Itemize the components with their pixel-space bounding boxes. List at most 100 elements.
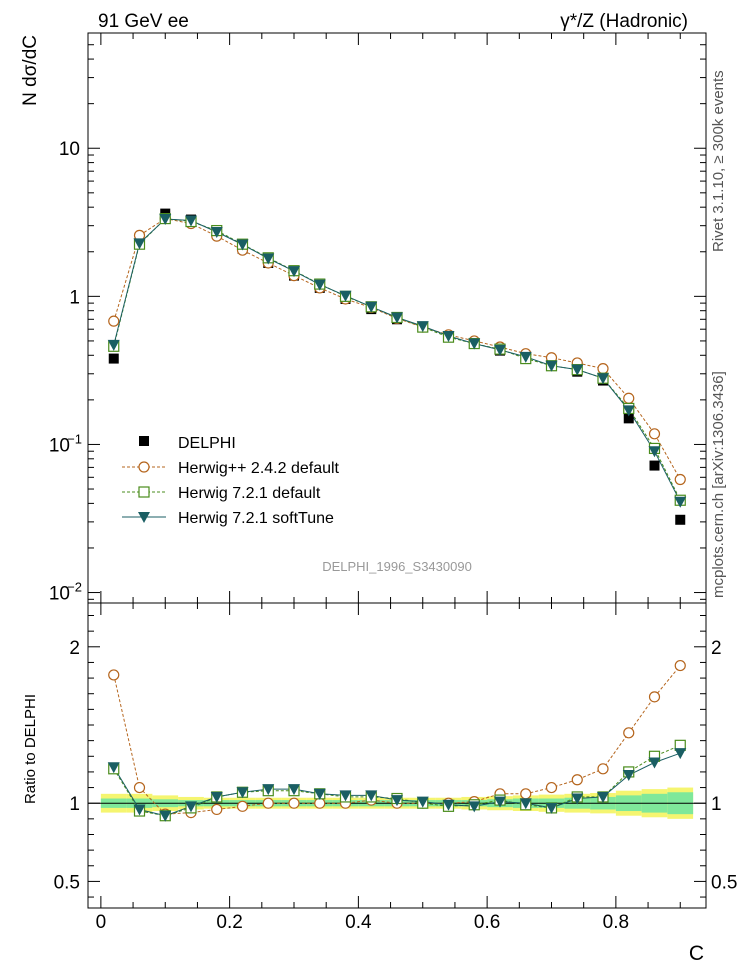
ratio-point-softtune: [288, 784, 300, 796]
ratio-point-softtune: [262, 784, 275, 796]
main-ylabel: N dσ/dC: [20, 35, 41, 106]
legend: DELPHI Herwig++ 2.4.2 default Herwig 7.2…: [122, 435, 340, 527]
main-point-softtune: [571, 364, 584, 376]
x-tick-label: 0.4: [345, 912, 372, 933]
main-point-softtune: [236, 239, 249, 251]
ratio-point-softtune: [339, 790, 352, 802]
legend-label-softtune: Herwig 7.2.1 softTune: [178, 510, 334, 527]
ratio-point-softtune: [571, 793, 584, 805]
x-tick-label: 0: [96, 912, 107, 933]
main-series-line-herwig721: [113, 218, 681, 501]
main-point-softtune: [185, 215, 197, 227]
main-series-line-herwigpp: [113, 218, 681, 480]
main-point-softtune: [648, 446, 661, 458]
ratio-y-tick-label: 2: [69, 638, 80, 659]
ratio-point-softtune: [622, 770, 635, 782]
ratio-point-softtune: [159, 810, 172, 822]
main-y-tick-label: 10: [59, 139, 80, 160]
legend-label-herwig721: Herwig 7.2.1 default: [178, 485, 321, 502]
ratio-point-herwigpp: [520, 788, 532, 800]
main-point-softtune: [468, 338, 481, 350]
x-tick-label: 0.8: [603, 912, 629, 933]
ratio-series-line-herwigpp: [113, 665, 681, 815]
main-point-softtune: [313, 279, 326, 291]
main-y-tick-label: 10: [49, 435, 70, 456]
main-y-tick-label: 10: [49, 584, 70, 605]
ratio-point-herwigpp: [236, 800, 249, 812]
legend-marker-herwig721: [138, 486, 150, 498]
header-left: 91 GeV ee: [98, 11, 189, 32]
ratio-point-softtune: [468, 801, 481, 813]
main-y-tick-exponent: −2: [67, 580, 82, 595]
ratio-point-herwigpp: [571, 774, 583, 786]
main-point-softtune: [442, 330, 455, 342]
main-point-softtune: [391, 312, 403, 324]
ratio-point-herwigpp: [545, 781, 558, 794]
ratio-y-tick-label-right: 0.5: [711, 872, 737, 893]
ratio-point-softtune: [648, 757, 661, 769]
main-point-data: [649, 460, 660, 471]
ratio-point-softtune: [391, 795, 403, 807]
ratio-point-softtune: [416, 796, 429, 808]
legend-marker-herwigpp: [138, 461, 150, 473]
ratio-point-herwigpp: [674, 659, 686, 672]
ratio-plot-frame: [87, 602, 707, 909]
main-point-softtune: [622, 405, 635, 417]
main-point-herwigpp: [623, 392, 635, 404]
ratio-point-softtune: [210, 791, 223, 803]
ratio-point-softtune: [545, 802, 558, 814]
ratio-y-tick-label-right: 1: [711, 794, 722, 815]
x-tick-label: 0.6: [474, 912, 500, 933]
ratio-point-herwigpp: [133, 781, 146, 794]
main-point-softtune: [365, 301, 378, 313]
main-point-softtune: [519, 351, 532, 363]
main-point-softtune: [288, 266, 300, 278]
main-point-herwigpp: [648, 428, 661, 440]
main-point-softtune: [210, 226, 223, 238]
ratio-point-softtune: [313, 788, 326, 800]
main-point-data: [675, 514, 686, 525]
main-point-softtune: [494, 344, 506, 356]
main-point-herwigpp: [674, 473, 686, 486]
main-y-tick-exponent: −1: [67, 431, 82, 446]
legend-label-herwigpp: Herwig++ 2.4.2 default: [178, 460, 340, 477]
ratio-point-softtune: [442, 799, 455, 811]
ratio-point-herwigpp: [108, 669, 120, 681]
ratio-point-softtune: [133, 804, 146, 816]
main-point-softtune: [107, 339, 120, 351]
header-right: γ*/Z (Hadronic): [560, 11, 688, 32]
main-point-softtune: [133, 238, 146, 250]
legend-marker-softtune: [138, 512, 150, 523]
main-point-softtune: [597, 373, 609, 385]
x-axis-label: C: [689, 942, 704, 965]
ratio-y-tick-label-right: 2: [711, 638, 722, 659]
ratio-point-herwigpp: [288, 797, 300, 809]
ratio-point-softtune: [494, 796, 506, 808]
ratio-y-tick-label: 1: [69, 794, 80, 815]
ratio-point-softtune: [185, 801, 197, 813]
main-point-softtune: [416, 321, 429, 333]
main-y-tick-label: 1: [69, 287, 80, 308]
main-point-softtune: [262, 253, 275, 265]
rivet-label: Rivet 3.1.10, ≥ 300k events: [710, 70, 727, 252]
ratio-ylabel: Ratio to DELPHI: [22, 694, 39, 804]
ratio-point-herwigpp: [648, 691, 661, 703]
ratio-point-softtune: [236, 787, 249, 799]
main-point-data: [623, 413, 634, 424]
main-point-softtune: [674, 496, 687, 508]
legend-marker-delphi: [139, 436, 149, 446]
main-point-softtune: [545, 360, 558, 372]
analysis-watermark: DELPHI_1996_S3430090: [322, 559, 472, 574]
ratio-point-softtune: [519, 798, 532, 810]
ratio-point-herwigpp: [623, 727, 635, 739]
ratio-point-herwigpp: [211, 803, 223, 816]
main-point-herwigpp: [108, 315, 120, 327]
ratio-point-softtune: [674, 748, 687, 760]
main-point-herwigpp: [597, 363, 609, 375]
x-tick-label: 0.2: [216, 912, 242, 933]
ratio-point-herwigpp: [262, 797, 274, 809]
main-point-data: [108, 353, 119, 364]
main-point-softtune: [159, 213, 172, 225]
ratio-point-softtune: [107, 762, 120, 774]
